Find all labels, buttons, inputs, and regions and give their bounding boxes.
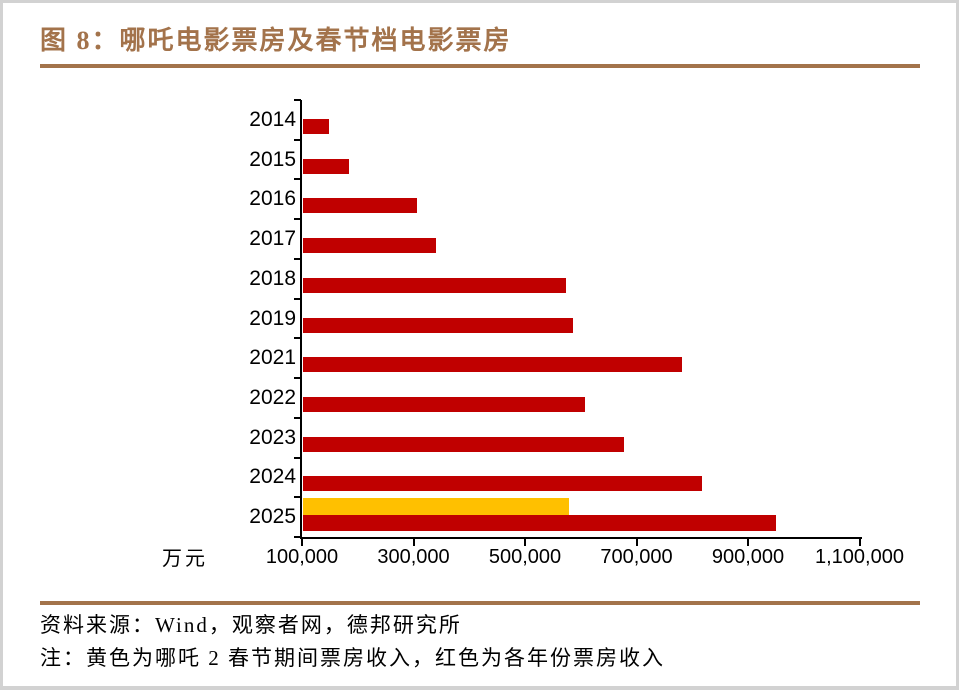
bar-red-2016 [303, 198, 418, 214]
source-note: 资料来源：Wind，观察者网，德邦研究所 [40, 613, 462, 637]
year-label: 2017 [249, 227, 296, 251]
y-axis-tick [294, 297, 301, 300]
year-label: 2019 [249, 306, 296, 330]
year-label: 2016 [249, 187, 296, 211]
y-axis-line [300, 100, 302, 539]
x-axis-line [300, 536, 862, 539]
y-axis-tick [294, 416, 301, 419]
bar-red-2025 [303, 515, 777, 532]
y-axis-tick [294, 337, 301, 340]
title-divider [40, 64, 920, 68]
bar-red-2019 [303, 317, 573, 333]
color-legend-note: 注：黄色为哪吒 2 春节期间票房收入，红色为各年份票房收入 [40, 646, 665, 670]
year-label: 2025 [249, 505, 296, 529]
year-label: 2024 [249, 465, 296, 489]
figure-title: 图 8：哪吒电影票房及春节档电影票房 [40, 26, 512, 55]
x-axis-tick [635, 538, 638, 546]
axis-unit-label: 万元 [162, 548, 208, 570]
y-axis-tick [294, 218, 301, 221]
x-tick-label: 300,000 [377, 546, 450, 568]
x-tick-label: 1,100,000 [815, 546, 904, 568]
x-axis-tick [524, 538, 526, 546]
x-tick-label: 100,000 [265, 546, 339, 568]
x-axis-tick [301, 538, 303, 546]
x-axis-tick [858, 538, 861, 546]
bar-red-2024 [303, 476, 703, 492]
x-axis-tick [412, 538, 415, 546]
y-axis-tick [294, 257, 301, 260]
year-label: 2022 [249, 385, 296, 409]
year-label: 2023 [249, 425, 296, 449]
footer-divider [40, 601, 920, 605]
bar-red-2018 [303, 277, 567, 293]
bar-red-2022 [303, 396, 586, 412]
bar-yellow-2025 [303, 498, 570, 516]
year-label: 2015 [249, 147, 296, 171]
y-axis-tick [294, 377, 301, 380]
year-label: 2018 [249, 266, 296, 290]
bar-red-2021 [303, 357, 682, 373]
y-axis-tick [294, 496, 301, 499]
y-axis-tick [294, 456, 301, 459]
bar-red-2015 [303, 158, 349, 174]
x-tick-label: 900,000 [711, 546, 785, 568]
y-axis-tick [294, 138, 301, 141]
year-label: 2014 [249, 107, 296, 131]
bar-red-2014 [303, 118, 329, 134]
y-axis-tick [294, 99, 301, 101]
x-tick-label: 700,000 [600, 546, 673, 568]
y-axis-tick [294, 178, 301, 181]
y-axis-tick [294, 536, 301, 538]
bar-red-2017 [303, 238, 437, 254]
x-tick-label: 500,000 [488, 546, 562, 568]
bar-red-2023 [303, 436, 625, 452]
bar-chart: 万元 100,000 300,000 500,000 700,000 900,000 1,… [162, 99, 904, 570]
x-axis-tick [747, 538, 749, 546]
year-label: 2021 [249, 346, 296, 370]
